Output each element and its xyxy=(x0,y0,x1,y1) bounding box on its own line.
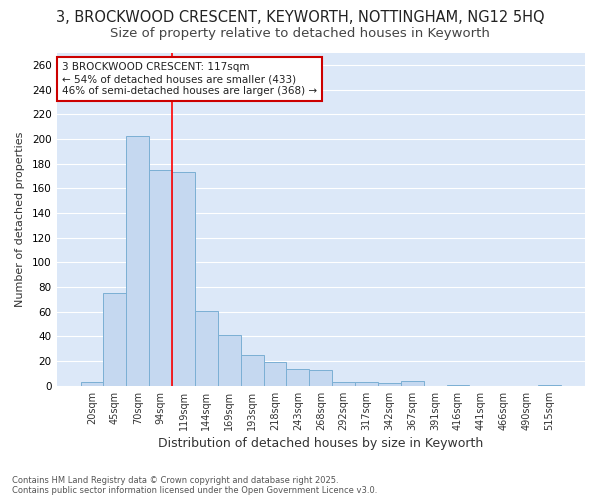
Bar xyxy=(378,384,401,386)
Bar xyxy=(332,382,355,386)
Text: Size of property relative to detached houses in Keyworth: Size of property relative to detached ho… xyxy=(110,28,490,40)
Bar xyxy=(103,293,127,386)
Text: 3 BROCKWOOD CRESCENT: 117sqm
← 54% of detached houses are smaller (433)
46% of s: 3 BROCKWOOD CRESCENT: 117sqm ← 54% of de… xyxy=(62,62,317,96)
Bar xyxy=(80,382,103,386)
Bar xyxy=(127,136,149,386)
Bar xyxy=(446,384,469,386)
Bar xyxy=(149,170,172,386)
Bar xyxy=(195,310,218,386)
Text: Contains HM Land Registry data © Crown copyright and database right 2025.
Contai: Contains HM Land Registry data © Crown c… xyxy=(12,476,377,495)
X-axis label: Distribution of detached houses by size in Keyworth: Distribution of detached houses by size … xyxy=(158,437,484,450)
Bar xyxy=(263,362,286,386)
Bar xyxy=(355,382,378,386)
Bar xyxy=(286,368,310,386)
Bar xyxy=(172,172,195,386)
Bar xyxy=(241,355,263,386)
Y-axis label: Number of detached properties: Number of detached properties xyxy=(15,132,25,307)
Bar xyxy=(538,384,561,386)
Bar xyxy=(401,381,424,386)
Bar xyxy=(310,370,332,386)
Text: 3, BROCKWOOD CRESCENT, KEYWORTH, NOTTINGHAM, NG12 5HQ: 3, BROCKWOOD CRESCENT, KEYWORTH, NOTTING… xyxy=(56,10,544,25)
Bar xyxy=(218,335,241,386)
